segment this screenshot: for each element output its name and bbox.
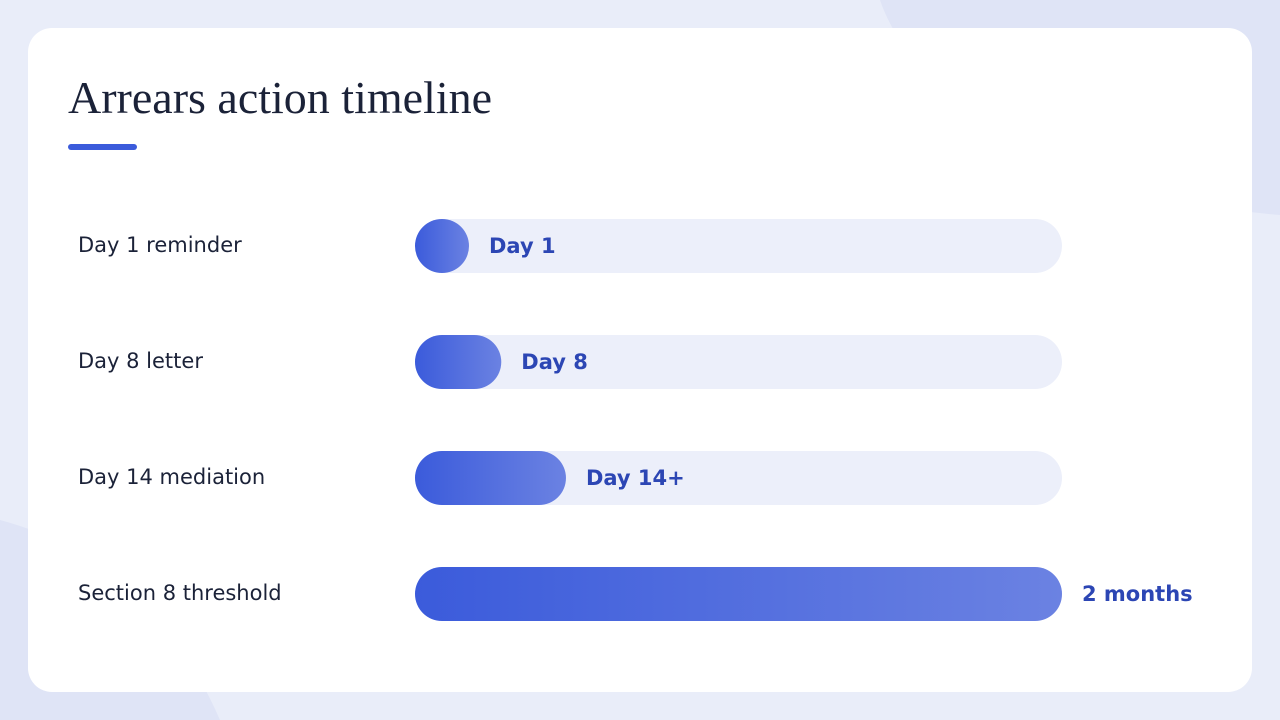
category-label: Day 8 letter <box>78 349 203 373</box>
value-label: Day 1 <box>489 234 556 258</box>
value-label: 2 months <box>1082 582 1193 606</box>
category-label: Section 8 threshold <box>78 581 282 605</box>
value-label: Day 14+ <box>586 466 685 490</box>
category-label: Day 14 mediation <box>78 465 265 489</box>
bar <box>415 451 566 505</box>
bar-track <box>415 335 1062 389</box>
bar-track <box>415 451 1062 505</box>
chart-title: Arrears action timeline <box>68 72 492 123</box>
title-underline <box>68 144 137 150</box>
value-label: Day 8 <box>521 350 588 374</box>
bar <box>415 335 502 389</box>
bar-track <box>415 219 1062 273</box>
category-label: Day 1 reminder <box>78 233 242 257</box>
bar <box>415 567 1062 621</box>
bar <box>415 219 469 273</box>
